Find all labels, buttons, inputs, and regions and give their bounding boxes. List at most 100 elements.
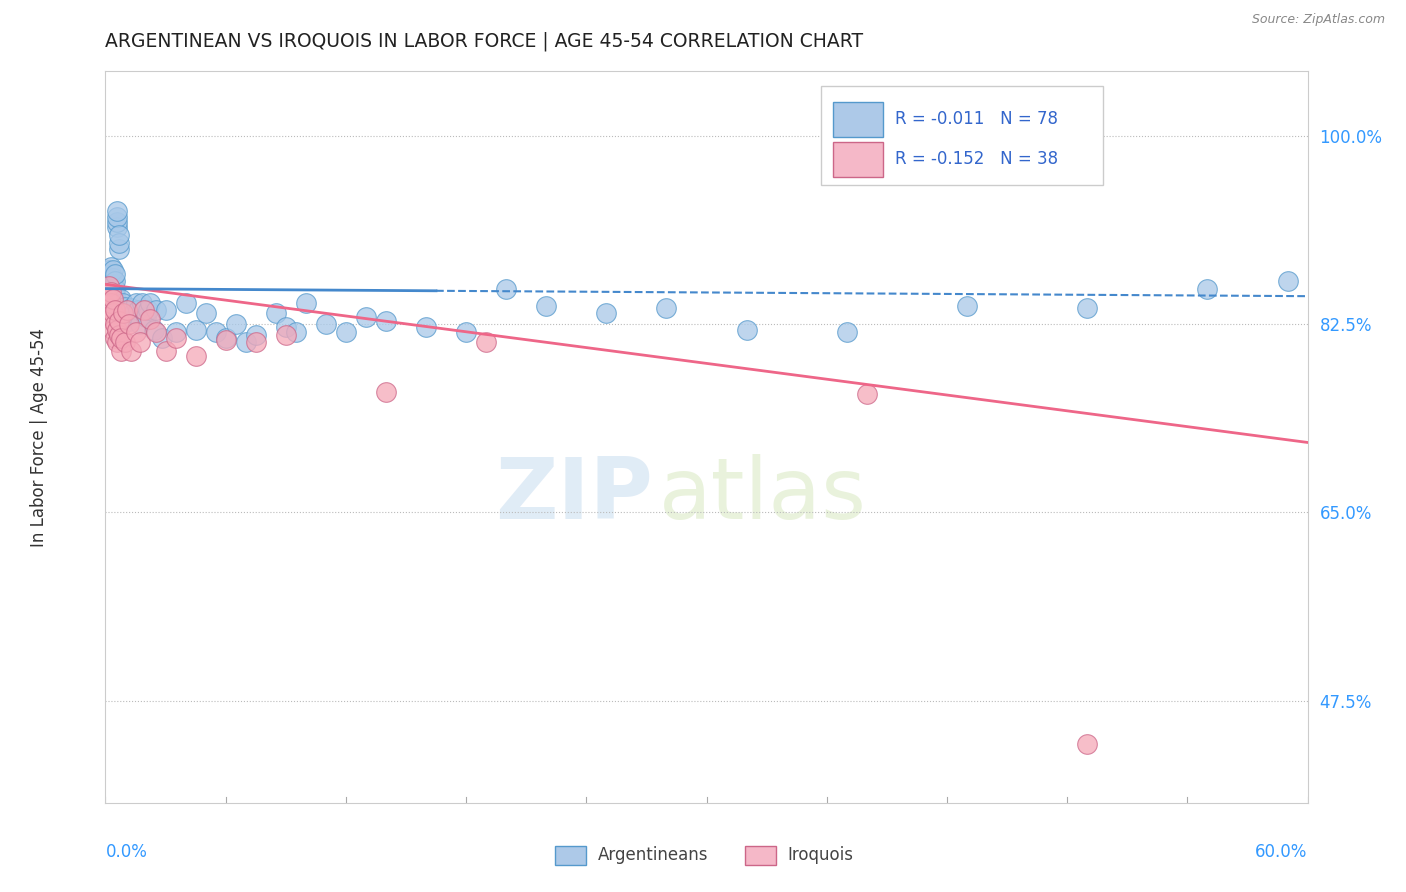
Point [107,210,129,224]
Point [114,300,136,314]
Point [100,279,122,293]
Text: 60.0%: 60.0% [1256,843,1308,861]
Point [131,295,153,310]
Point [155,344,177,359]
Point [495,282,517,296]
Point [112,295,135,310]
Point [104,267,127,281]
Point [150,331,173,345]
Point [128,335,150,350]
Text: ZIP: ZIP [495,454,652,537]
Point [104,282,127,296]
Point [454,325,477,339]
Point [204,325,226,339]
Point [98,279,121,293]
Point [96,268,118,283]
Point [335,325,357,339]
Point [104,288,127,302]
Point [245,335,267,350]
Point [107,335,129,350]
Point [245,327,267,342]
Point [117,303,139,318]
Point [104,303,127,318]
Point [145,303,167,318]
Point [112,303,135,318]
FancyBboxPatch shape [832,143,883,178]
Point [174,295,197,310]
Point [107,220,129,235]
Point [114,306,136,320]
Point [194,306,217,320]
Point [108,236,131,251]
Point [103,306,125,320]
Point [112,306,135,320]
Point [136,303,159,318]
Point [595,306,617,320]
Point [103,285,125,299]
Point [96,282,118,296]
Point [121,301,143,315]
Point [108,227,131,242]
Point [110,344,132,359]
Point [103,263,125,277]
FancyBboxPatch shape [821,86,1104,185]
Text: 0.0%: 0.0% [105,843,148,861]
Point [1197,282,1219,296]
Point [100,273,122,287]
Point [274,320,297,334]
Text: R = -0.011   N = 78: R = -0.011 N = 78 [896,110,1059,128]
Point [110,299,132,313]
Point [145,325,167,339]
Point [103,277,125,292]
Point [127,303,149,318]
Point [128,317,150,331]
Point [124,325,146,339]
Point [110,293,132,307]
Point [655,301,678,315]
Point [274,327,297,342]
Point [107,322,129,336]
Point [108,314,131,328]
Point [103,293,125,307]
Point [98,277,121,292]
Point [100,260,122,274]
Point [214,331,236,345]
Point [214,333,236,347]
Point [138,295,160,310]
Point [118,317,141,331]
Point [1076,737,1098,751]
Point [155,303,177,318]
Point [114,335,136,350]
Point [284,325,307,339]
Point [1076,301,1098,315]
Point [100,285,122,299]
Point [100,295,122,310]
Text: ARGENTINEAN VS IROQUOIS IN LABOR FORCE | AGE 45-54 CORRELATION CHART: ARGENTINEAN VS IROQUOIS IN LABOR FORCE |… [105,31,863,51]
Point [374,314,398,328]
Point [108,327,131,342]
Point [100,288,122,302]
Point [121,344,143,359]
Point [225,317,247,331]
Point [98,301,121,315]
Point [142,322,165,336]
Point [118,314,141,328]
Text: atlas: atlas [658,454,866,537]
Point [104,331,127,345]
Point [103,322,125,336]
Text: R = -0.152   N = 38: R = -0.152 N = 38 [896,150,1059,168]
Point [184,350,207,364]
Point [98,285,121,299]
Point [117,310,139,324]
Point [104,274,127,288]
Point [96,290,118,304]
Point [264,306,287,320]
Point [475,335,498,350]
Point [104,317,127,331]
FancyBboxPatch shape [832,102,883,137]
Point [735,322,758,336]
Point [104,295,127,310]
Point [956,299,979,313]
Point [98,263,121,277]
Point [132,303,155,318]
